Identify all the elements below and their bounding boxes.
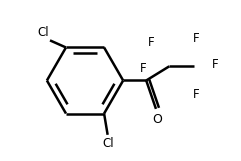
Text: F: F [193,32,199,45]
Text: F: F [148,36,155,49]
Text: O: O [152,113,162,126]
Text: F: F [212,58,218,71]
Text: Cl: Cl [38,27,49,39]
Text: F: F [140,62,146,75]
Text: F: F [193,88,199,101]
Text: Cl: Cl [103,137,114,150]
